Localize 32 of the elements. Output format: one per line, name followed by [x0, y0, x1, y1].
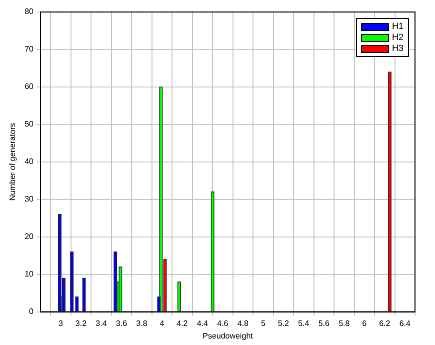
x-tick-label: 3.2: [75, 318, 88, 328]
legend-label: H3: [392, 43, 404, 54]
y-tick-label: 60: [24, 82, 34, 92]
x-tick-label: 4.2: [176, 318, 188, 328]
x-tick-label: 5.2: [278, 318, 290, 328]
x-tick-label: 3.8: [136, 318, 148, 328]
y-tick-label: 10: [24, 270, 34, 279]
x-tick-label: 3.6: [116, 318, 128, 328]
y-tick-label: 80: [24, 7, 34, 16]
y-axis-title: Number of generators: [8, 122, 18, 201]
x-tick-label: 5.8: [338, 318, 350, 328]
x-tick-label: 3.4: [96, 318, 108, 328]
x-tick-label: 4: [160, 318, 165, 328]
x-tick-label: 5.4: [298, 318, 310, 328]
y-tick-label: 0: [29, 307, 34, 316]
y-tick-label: 40: [24, 157, 34, 166]
x-tick-label: 6.2: [379, 318, 391, 328]
x-axis-title: Pseudoweight: [202, 331, 254, 340]
y-tick-label: 30: [24, 194, 34, 204]
y-tick-label: 50: [24, 120, 34, 129]
x-tick-label: 3: [58, 318, 64, 328]
legend-label: H1: [392, 21, 404, 32]
y-tick-label: 70: [24, 44, 34, 54]
x-tick-label: 4.4: [196, 318, 209, 328]
x-tick-label: 6.4: [399, 318, 411, 328]
x-tick-label: 5: [260, 318, 266, 328]
x-tick-label: 4.6: [217, 318, 229, 328]
x-tick-label: 5.6: [318, 318, 330, 328]
x-tick-label: 6: [362, 318, 368, 328]
y-tick-label: 20: [24, 232, 34, 242]
x-tick-label: 4.8: [237, 318, 250, 328]
legend-label: H2: [392, 32, 404, 43]
